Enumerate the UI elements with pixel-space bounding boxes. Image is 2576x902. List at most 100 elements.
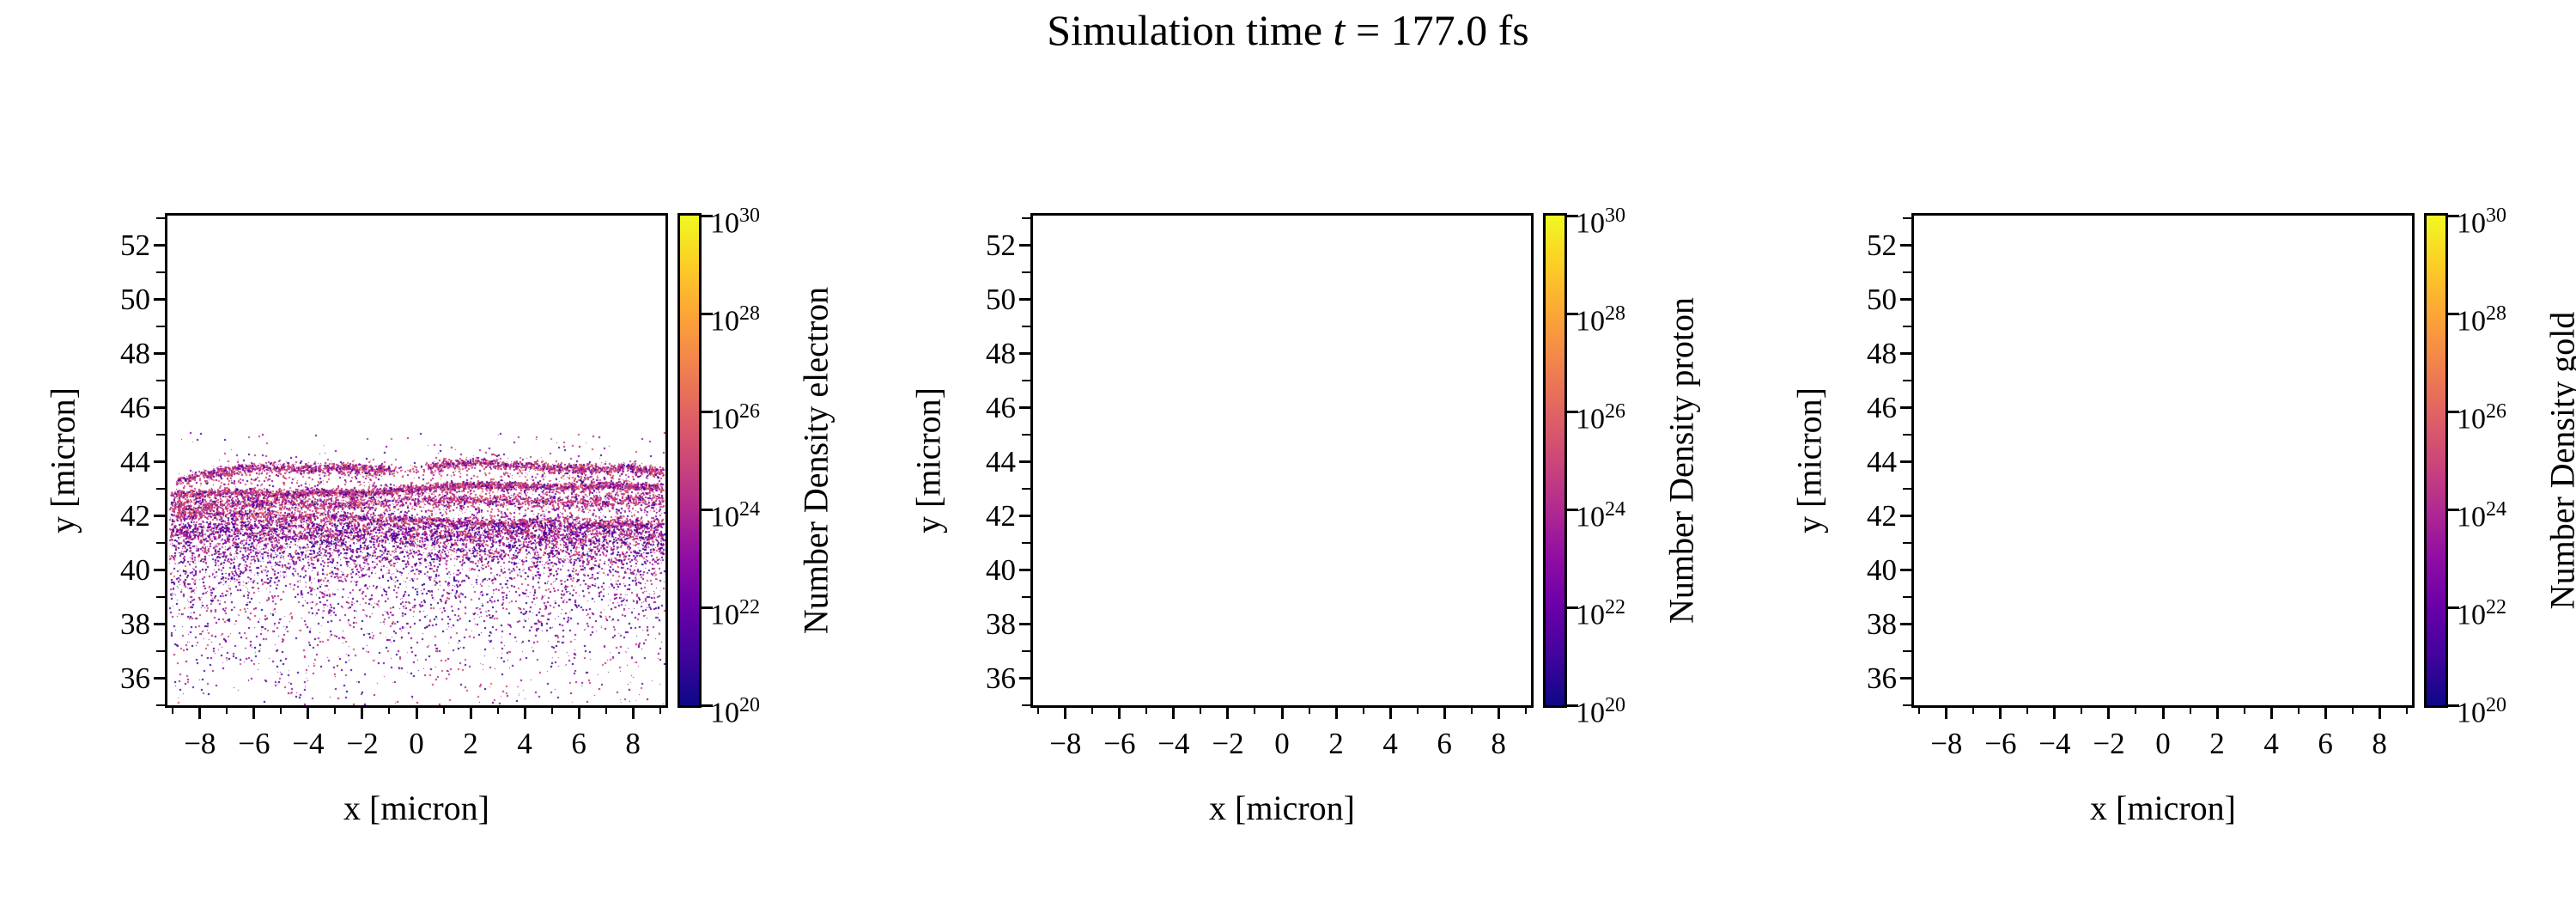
x-minor-tick (1416, 705, 1419, 714)
colorbar-tick (2445, 312, 2459, 315)
colorbar-tick-label: 1022 (2457, 596, 2506, 631)
x-minor-tick (496, 705, 499, 714)
y-minor-tick (1903, 488, 1914, 491)
y-tick-label: 36 (120, 661, 150, 695)
x-major-tick (2324, 705, 2327, 719)
x-minor-tick (1524, 705, 1527, 714)
y-tick-label: 46 (120, 390, 150, 424)
x-minor-tick (2351, 705, 2354, 714)
y-minor-tick (156, 434, 167, 436)
y-minor-tick (156, 488, 167, 491)
y-tick-label: 42 (120, 498, 150, 533)
y-tick-label: 44 (120, 444, 150, 478)
colorbar-gold (2424, 213, 2459, 708)
y-minor-tick (1903, 380, 1914, 382)
x-major-tick (631, 705, 635, 719)
x-major-tick (2215, 705, 2219, 719)
x-tick-label: −4 (292, 727, 325, 760)
x-tick-label: −6 (1984, 727, 2017, 760)
colorbar-tick (1564, 606, 1578, 609)
x-minor-tick (1200, 705, 1202, 714)
y-tick-label: 42 (1867, 498, 1897, 533)
y-minor-tick (1903, 596, 1914, 599)
y-minor-tick (1903, 650, 1914, 653)
y-tick-label: 44 (986, 444, 1016, 478)
y-minor-tick (1022, 434, 1033, 436)
colorbar-tick (2445, 606, 2459, 609)
colorbar-tick-label: 1024 (2457, 498, 2506, 533)
title-time-variable: t (1333, 6, 1346, 54)
x-axis-label: x [micron] (343, 789, 489, 827)
x-tick-label: 4 (517, 727, 532, 760)
y-minor-tick (1022, 542, 1033, 545)
y-minor-tick (1022, 380, 1033, 382)
y-major-tick (1019, 244, 1033, 247)
y-tick-label: 40 (120, 552, 150, 587)
y-minor-tick (156, 326, 167, 328)
y-tick-label: 50 (986, 282, 1016, 316)
y-minor-tick (1903, 217, 1914, 220)
colorbar-tick (1564, 508, 1578, 511)
colorbar-label-gold: Number Density gold (2543, 311, 2576, 610)
y-tick-label: 52 (986, 228, 1016, 262)
x-tick-label: −2 (2093, 727, 2125, 760)
x-tick-label: 2 (1328, 727, 1344, 760)
colorbar-tick (1564, 312, 1578, 315)
y-major-tick (1019, 406, 1033, 410)
x-minor-tick (2135, 705, 2137, 714)
x-major-tick (1497, 705, 1500, 719)
x-major-tick (1334, 705, 1338, 719)
x-tick-label: −6 (1103, 727, 1136, 760)
y-tick-label: 50 (1867, 282, 1897, 316)
colorbar-tick (699, 606, 713, 609)
y-major-tick (1900, 569, 1914, 572)
panel-proton: y [micron] x [micron] Number Density pro… (890, 204, 1741, 883)
x-minor-tick (550, 705, 553, 714)
y-tick-label: 38 (986, 606, 1016, 641)
y-major-tick (1019, 298, 1033, 302)
y-major-tick (1019, 515, 1033, 518)
y-tick-label: 40 (986, 552, 1016, 587)
x-major-tick (2053, 705, 2057, 719)
x-minor-tick (1918, 705, 1921, 714)
y-minor-tick (1022, 271, 1033, 274)
colorbar-tick-label: 1028 (2457, 302, 2506, 338)
y-major-tick (154, 569, 167, 572)
colorbar-tick (2445, 704, 2459, 707)
colorbar-tick-label: 1024 (710, 498, 760, 533)
y-minor-tick (1903, 271, 1914, 274)
y-major-tick (1900, 623, 1914, 626)
x-major-tick (1064, 705, 1067, 719)
colorbar-tick (2445, 508, 2459, 511)
x-major-tick (307, 705, 310, 719)
x-tick-label: −2 (346, 727, 379, 760)
y-major-tick (1900, 406, 1914, 410)
x-minor-tick (1362, 705, 1364, 714)
figure-title: Simulation time t = 177.0 fs (0, 4, 2576, 56)
x-tick-label: −4 (1157, 727, 1190, 760)
x-major-tick (361, 705, 364, 719)
x-minor-tick (1308, 705, 1310, 714)
x-tick-label: 8 (2372, 727, 2387, 760)
colorbar-tick (699, 704, 713, 707)
colorbar-tick (1564, 704, 1578, 707)
colorbar-tick-label: 1030 (1576, 204, 1625, 240)
x-tick-label: 6 (571, 727, 586, 760)
y-major-tick (154, 515, 167, 518)
colorbar-tick-label: 1028 (710, 302, 760, 338)
x-major-tick (1945, 705, 1948, 719)
x-tick-label: 4 (1382, 727, 1398, 760)
y-major-tick (1019, 460, 1033, 464)
x-minor-tick (280, 705, 283, 714)
axes-electron (154, 213, 668, 719)
x-tick-label: −8 (1930, 727, 1963, 760)
x-axis-label: x [micron] (1209, 789, 1355, 827)
colorbar-tick-label: 1030 (710, 204, 760, 240)
y-tick-label: 36 (1867, 661, 1897, 695)
x-tick-label: 0 (2155, 727, 2171, 760)
x-major-tick (2378, 705, 2381, 719)
y-major-tick (1019, 677, 1033, 680)
y-major-tick (154, 677, 167, 680)
y-tick-label: 48 (986, 336, 1016, 370)
